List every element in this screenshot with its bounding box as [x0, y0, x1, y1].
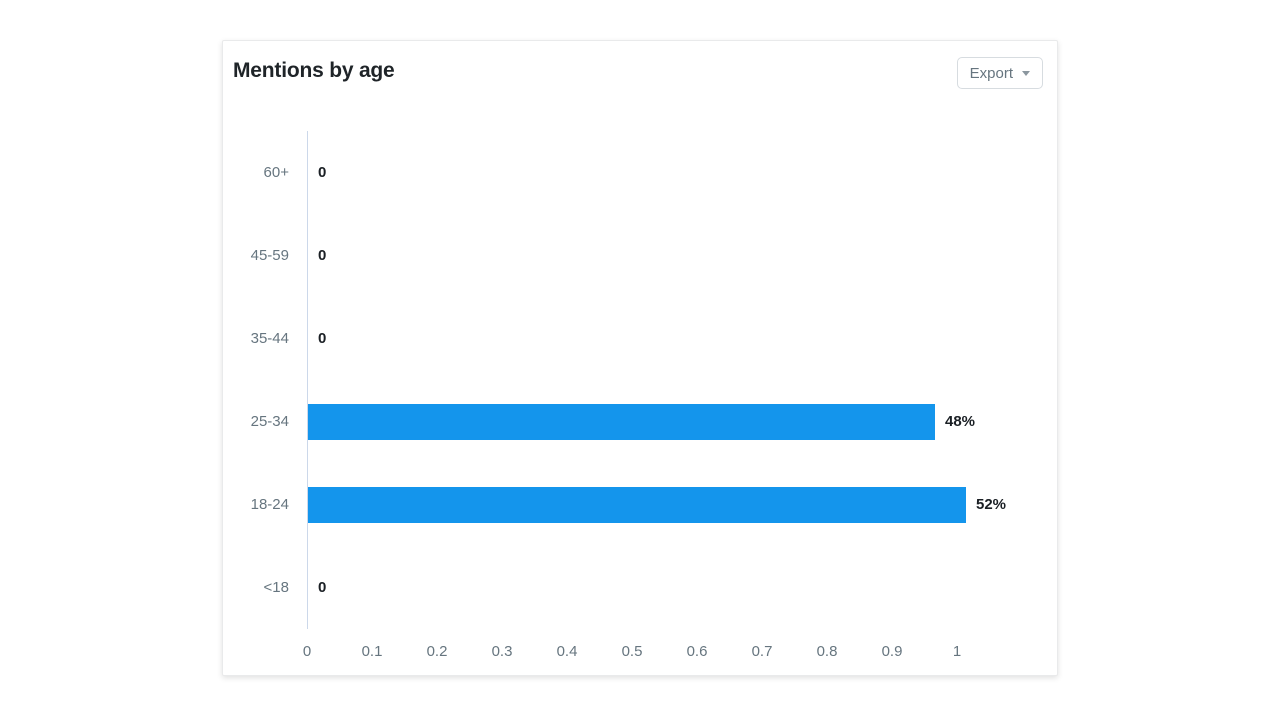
export-button[interactable]: Export [956, 57, 1043, 89]
chart-row: 18-24 52% [223, 463, 1057, 546]
bar-track: 0 [307, 546, 1057, 629]
chart-row: 25-34 48% [223, 380, 1057, 463]
value-label: 0 [318, 247, 327, 264]
bar-track: 0 [307, 214, 1057, 297]
bar[interactable] [308, 486, 966, 523]
category-label: 25-34 [250, 413, 289, 430]
chevron-down-icon [1022, 70, 1030, 76]
x-axis: 0 0.1 0.2 0.3 0.4 0.5 0.6 0.7 0.8 0.9 1 [303, 638, 1057, 670]
mentions-by-age-card: Mentions by age Export 60+ 0 45-59 0 35-44 0 2… [222, 40, 1058, 676]
chart-row: 45-59 0 [223, 214, 1057, 297]
category-label: <18 [263, 579, 289, 596]
category-label: 60+ [263, 164, 289, 181]
bar-track: 0 [307, 297, 1057, 380]
card-title: Mentions by age [233, 59, 395, 82]
category-label: 35-44 [250, 330, 289, 347]
bar-track: 0 [307, 131, 1057, 214]
chart-row: 35-44 0 [223, 297, 1057, 380]
chart-row: <18 0 [223, 546, 1057, 629]
bar-track: 52% [307, 463, 1057, 546]
x-tick-label: 0.4 [556, 643, 578, 660]
bar[interactable] [308, 403, 935, 440]
value-label: 52% [976, 496, 1007, 513]
x-tick-label: 0.2 [426, 643, 448, 660]
card-header: Mentions by age Export [223, 41, 1057, 89]
age-bar-chart: 60+ 0 45-59 0 35-44 0 25-34 48% 18-24 52% <18 0 0 0.… [223, 131, 1057, 670]
chart-row: 60+ 0 [223, 131, 1057, 214]
export-button-label: Export [969, 64, 1013, 82]
x-tick-label: 0.9 [881, 643, 903, 660]
x-tick-label: 0.8 [816, 643, 838, 660]
category-label: 18-24 [250, 496, 289, 513]
x-tick-label: 1 [952, 643, 962, 660]
x-tick-label: 0.6 [686, 643, 708, 660]
value-label: 0 [318, 579, 327, 596]
x-tick-label: 0.1 [361, 643, 383, 660]
x-tick-label: 0.5 [621, 643, 643, 660]
x-tick-label: 0.3 [491, 643, 513, 660]
value-label: 0 [318, 164, 327, 181]
bar-track: 48% [307, 380, 1057, 463]
x-tick-label: 0.7 [751, 643, 773, 660]
value-label: 0 [318, 330, 327, 347]
chart-rows: 60+ 0 45-59 0 35-44 0 25-34 48% 18-24 52% <18 0 [223, 131, 1057, 629]
category-label: 45-59 [250, 247, 289, 264]
x-tick-label: 0 [302, 643, 312, 660]
value-label: 48% [945, 413, 976, 430]
